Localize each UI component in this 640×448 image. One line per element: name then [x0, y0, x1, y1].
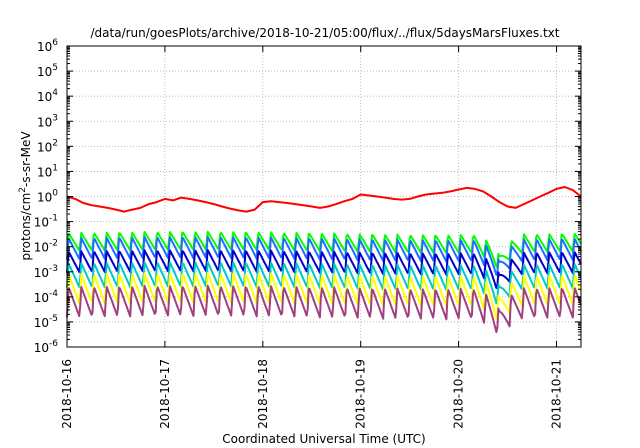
y-tick-label: 106: [37, 38, 58, 54]
y-tick-label: 10-1: [34, 214, 58, 230]
y-tick-label: 10-6: [34, 339, 59, 355]
series-line: [66, 230, 582, 268]
y-tick-label: 10-3: [34, 264, 58, 280]
series-line: [66, 249, 582, 289]
x-axis-title: Coordinated Universal Time (UTC): [222, 432, 425, 446]
y-tick-label: 102: [37, 138, 58, 154]
y-tick-label: 10-4: [34, 289, 59, 305]
x-tick-label: 2018-10-21: [550, 359, 564, 429]
x-tick-label: 2018-10-18: [256, 359, 270, 429]
series-line: [66, 260, 582, 305]
y-tick-label: 100: [37, 189, 58, 205]
x-tick-label: 2018-10-20: [452, 359, 466, 429]
x-tick-label: 2018-10-19: [354, 359, 368, 429]
series-line: [66, 235, 582, 276]
axis-ticks: [66, 45, 581, 348]
y-tick-label: 103: [37, 113, 58, 129]
y-axis-labels: 10-6 10-5 10-4 10-3 10-2 10-1 100 101 102 103 104 1…: [34, 38, 59, 355]
y-tick-label: 10-5: [34, 314, 58, 330]
series-line: [66, 284, 582, 334]
x-axis-labels: 2018-10-16 2018-10-17 2018-10-18 2018-10-19…: [60, 359, 564, 429]
y-tick-label: 10-2: [34, 239, 58, 255]
x-tick-label: 2018-10-17: [158, 359, 172, 429]
series-line: [66, 272, 582, 320]
series-line: [66, 186, 582, 213]
y-tick-label: 104: [37, 88, 58, 104]
y-axis-title: protons/cm2-s-sr-MeV: [18, 131, 33, 261]
chart-title: /data/run/goesPlots/archive/2018-10-21/0…: [91, 26, 560, 40]
y-tick-label: 101: [37, 163, 58, 179]
y-tick-label: 105: [37, 63, 58, 79]
series-layer: [66, 186, 582, 334]
grid: [67, 46, 581, 347]
x-tick-label: 2018-10-16: [60, 359, 74, 429]
